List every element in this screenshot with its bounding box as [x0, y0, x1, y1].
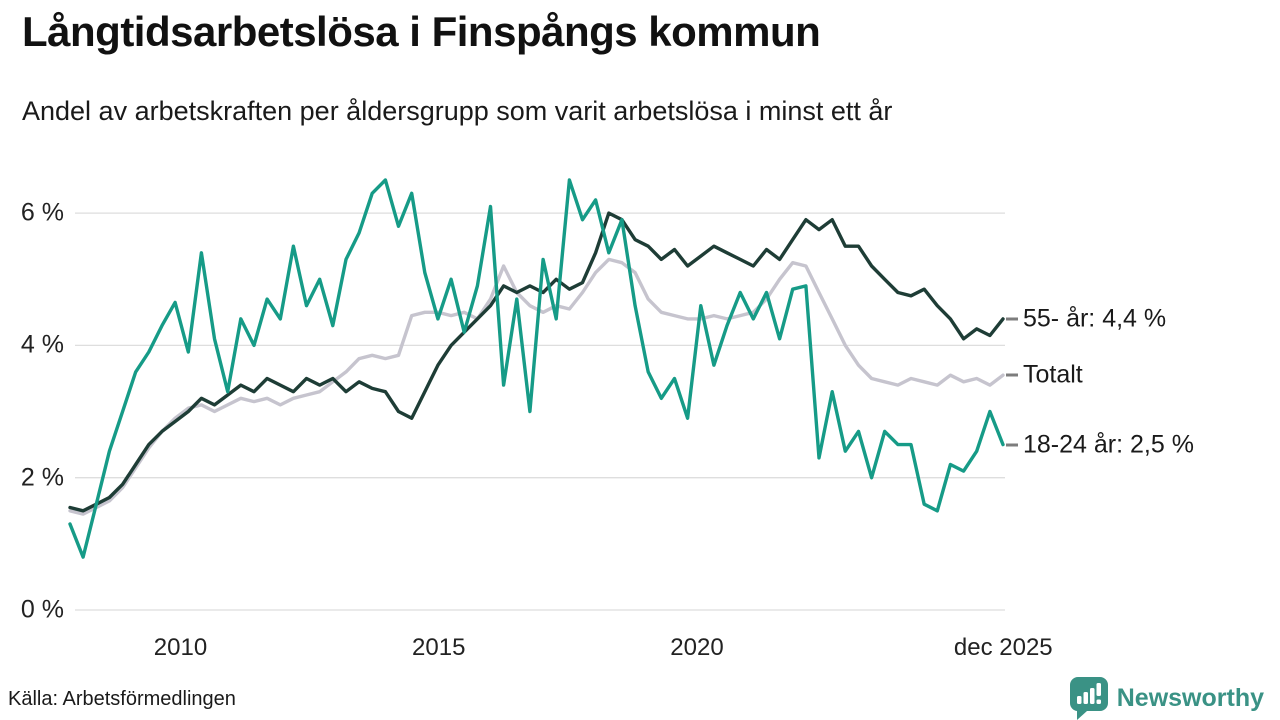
series-end-tick [1006, 443, 1018, 447]
chart-subtitle: Andel av arbetskraften per åldersgrupp s… [22, 96, 893, 126]
y-axis-tick-label: 0 % [20, 595, 64, 624]
y-axis-tick-label: 6 % [20, 198, 64, 227]
newsworthy-bubble-icon [1069, 677, 1108, 720]
newsworthy-wordmark: Newsworthy [1116, 683, 1264, 712]
series-end-label-text: 18-24 år: 2,5 % [1023, 430, 1194, 459]
series-end-tick [1006, 317, 1018, 321]
y-axis-tick-label: 2 % [20, 463, 64, 492]
series-line-totalt [68, 257, 1005, 516]
x-axis-tick-label: 2020 [670, 634, 724, 661]
x-axis-tick-label: dec 2025 [953, 634, 1053, 661]
chart-title: Långtidsarbetslösa i Finspångs kommun [22, 8, 821, 55]
x-axis-tick-label: 2010 [153, 634, 208, 661]
series-line-18-24-r [68, 178, 1005, 559]
x-axis-tick-label: 2015 [412, 634, 466, 661]
series-line-55-r [68, 211, 1005, 513]
y-axis-tick-label: 4 % [20, 330, 64, 359]
series-end-label-55-r: 55- år: 4,4 % [1006, 304, 1166, 333]
newsworthy-logo: Newsworthy [1069, 676, 1264, 720]
series-end-tick [1006, 373, 1018, 377]
series-end-label-totalt: Totalt [1006, 361, 1083, 390]
series-end-label-text: Totalt [1023, 360, 1083, 389]
series-end-label-18-24-r: 18-24 år: 2,5 % [1006, 430, 1194, 459]
series-end-label-text: 55- år: 4,4 % [1023, 304, 1167, 333]
source-caption: Källa: Arbetsförmedlingen [8, 688, 236, 710]
